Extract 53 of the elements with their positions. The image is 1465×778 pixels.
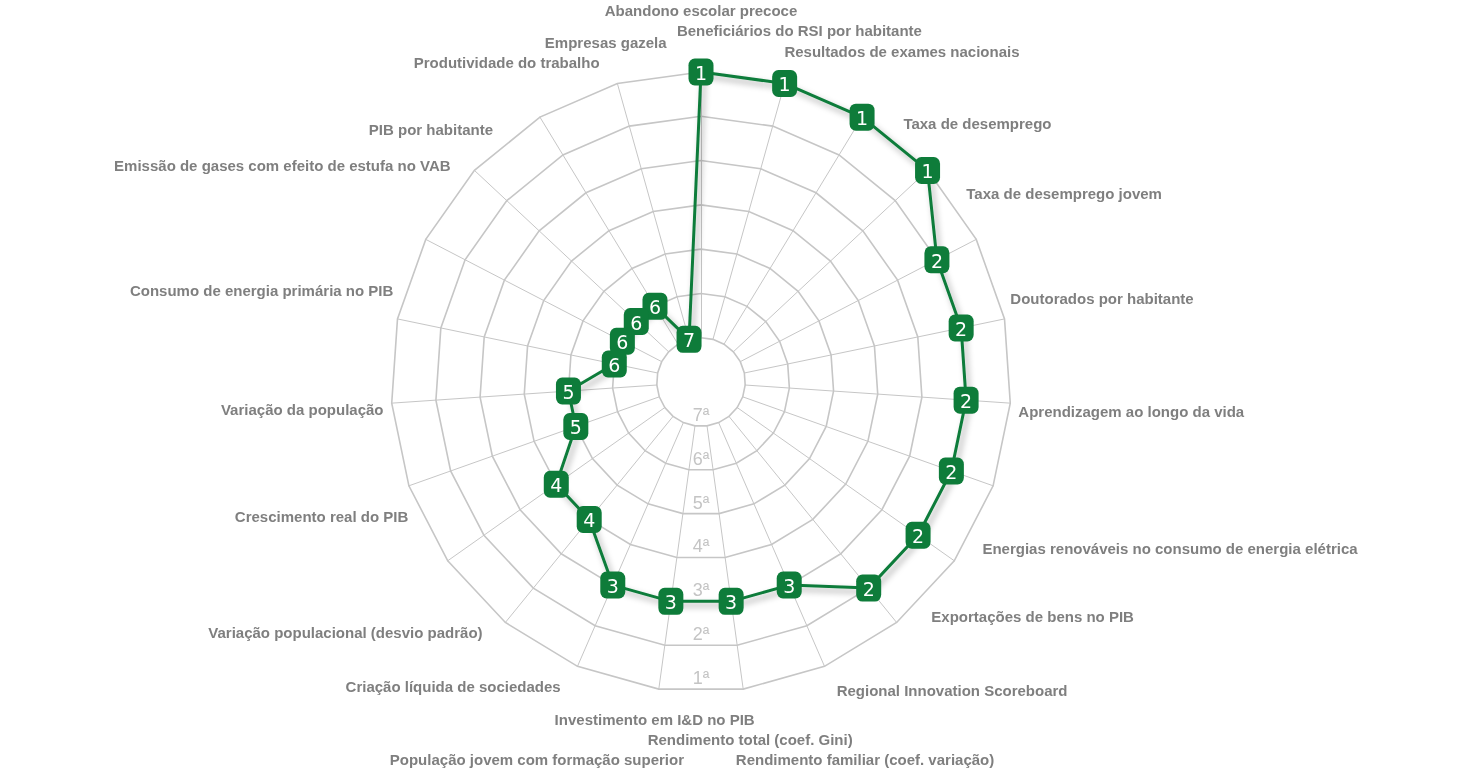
spoke-label: Taxa de desemprego jovem xyxy=(966,185,1162,203)
spoke-label: Variação da população xyxy=(220,400,384,418)
spoke-label: Exportações de bens no PIB xyxy=(931,607,1135,625)
y-tick-label: 4ª xyxy=(692,536,710,557)
data-label: 2 xyxy=(862,578,875,601)
spoke-label: Doutorados por habitante xyxy=(1010,290,1194,308)
data-label: 1 xyxy=(694,62,708,84)
y-tick-label: 3ª xyxy=(692,580,710,601)
data-label: 3 xyxy=(606,575,619,598)
spoke-label: Crescimento real do PIB xyxy=(234,508,409,526)
data-label: 1 xyxy=(921,160,934,183)
y-tick-label: 1ª xyxy=(692,668,710,689)
spoke-label: Empresas gazela xyxy=(544,33,668,51)
data-label: 4 xyxy=(583,509,596,532)
spoke-label: Abandono escolar precoce xyxy=(604,1,798,19)
spoke-label: Produtividade do trabalho xyxy=(413,53,600,71)
spoke-label: Emissão de gases com efeito de estufa no VAB xyxy=(114,156,451,174)
spoke-label: Regional Innovation Scoreboard xyxy=(836,682,1068,700)
spoke-label: Taxa de desemprego xyxy=(903,115,1052,133)
spoke-label: Rendimento total (coef. Gini) xyxy=(647,731,853,749)
data-label: 2 xyxy=(945,460,958,483)
data-label: 2 xyxy=(930,249,943,272)
data-label: 2 xyxy=(912,525,925,548)
data-label: 4 xyxy=(550,474,563,497)
spoke-label: Energias renováveis no consumo de energia elétrica xyxy=(982,540,1359,558)
data-label: 3 xyxy=(664,591,677,614)
data-label: 6 xyxy=(616,331,629,354)
data-label: 6 xyxy=(648,296,662,319)
data-label: 7 xyxy=(683,329,696,352)
data-label: 6 xyxy=(630,311,643,334)
y-tick-label: 5ª xyxy=(692,492,710,513)
data-label: 2 xyxy=(955,317,968,340)
data-label: 5 xyxy=(569,416,582,439)
spoke-label: População jovem com formação superior xyxy=(389,751,685,769)
data-label: 6 xyxy=(608,353,621,376)
spoke-label: Investimento em I&D no PIB xyxy=(554,710,755,728)
spoke-label: Rendimento familiar (coef. variação) xyxy=(735,751,995,769)
spoke-label: Resultados de exames nacionais xyxy=(784,43,1020,61)
y-tick-label: 6ª xyxy=(692,448,710,469)
spoke-label: Variação populacional (desvio padrão) xyxy=(208,624,483,642)
data-label: 1 xyxy=(856,107,869,130)
y-tick-label: 7ª xyxy=(692,404,710,425)
data-label: 3 xyxy=(783,575,796,598)
data-label: 2 xyxy=(960,390,973,413)
spoke-label: PIB por habitante xyxy=(368,121,494,139)
data-label: 1 xyxy=(778,73,791,96)
data-label: 5 xyxy=(562,381,575,404)
data-label: 3 xyxy=(725,591,738,614)
y-tick-label: 2ª xyxy=(692,624,710,645)
spoke-label: Aprendizagem ao longo da vida xyxy=(1018,402,1245,420)
spoke-label: Criação líquida de sociedades xyxy=(345,678,561,696)
spoke-label: Consumo de energia primária no PIB xyxy=(129,282,394,300)
spoke-label: Beneficiários do RSI por habitante xyxy=(676,22,922,40)
